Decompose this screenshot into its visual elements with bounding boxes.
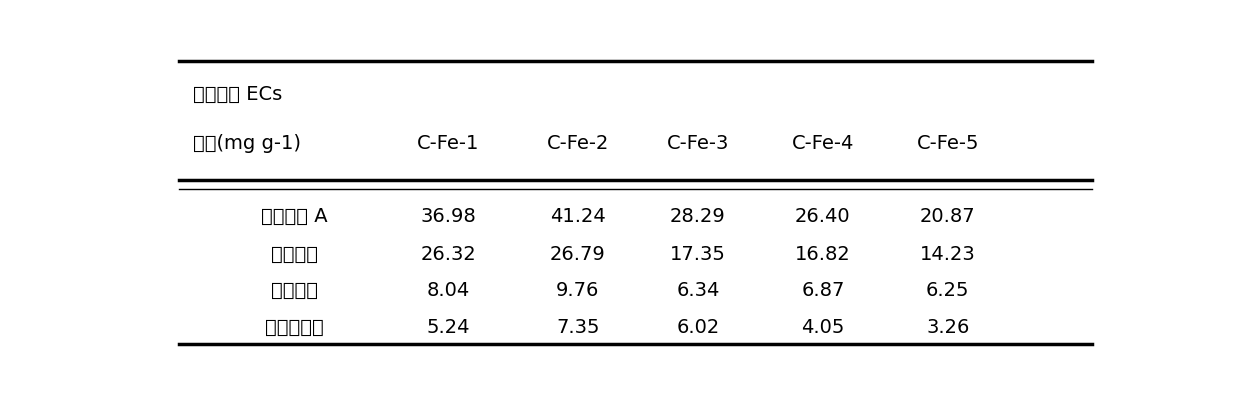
Text: 磺胺甲恶挫: 磺胺甲恶挫	[265, 318, 324, 337]
Text: C-Fe-1: C-Fe-1	[417, 134, 480, 153]
Text: 9.76: 9.76	[557, 281, 599, 300]
Text: 环丙沙星: 环丙沙星	[270, 245, 317, 264]
Text: 6.87: 6.87	[801, 281, 844, 300]
Text: 7.35: 7.35	[556, 318, 600, 337]
Text: 28.29: 28.29	[670, 207, 725, 226]
Text: 36.98: 36.98	[420, 207, 476, 226]
Text: 3.26: 3.26	[926, 318, 970, 337]
Text: 16.82: 16.82	[795, 245, 851, 264]
Text: 26.32: 26.32	[420, 245, 476, 264]
Text: C-Fe-5: C-Fe-5	[916, 134, 980, 153]
Text: 四溴双酚 A: 四溴双酚 A	[262, 207, 327, 226]
Text: 20.87: 20.87	[920, 207, 976, 226]
Text: 5.24: 5.24	[427, 318, 470, 337]
Text: C-Fe-2: C-Fe-2	[547, 134, 609, 153]
Text: 6.34: 6.34	[676, 281, 719, 300]
Text: 17.35: 17.35	[670, 245, 725, 264]
Text: 6.25: 6.25	[926, 281, 970, 300]
Text: 三氯苯酚: 三氯苯酚	[270, 281, 317, 300]
Text: 41.24: 41.24	[551, 207, 605, 226]
Text: 14.23: 14.23	[920, 245, 976, 264]
Text: 26.40: 26.40	[795, 207, 851, 226]
Text: 26.79: 26.79	[551, 245, 605, 264]
Text: 8.04: 8.04	[427, 281, 470, 300]
Text: 样品吸附 ECs: 样品吸附 ECs	[193, 85, 283, 104]
Text: 4.05: 4.05	[801, 318, 844, 337]
Text: 6.02: 6.02	[676, 318, 719, 337]
Text: 的量(mg g-1): 的量(mg g-1)	[193, 134, 301, 153]
Text: C-Fe-3: C-Fe-3	[667, 134, 729, 153]
Text: C-Fe-4: C-Fe-4	[791, 134, 854, 153]
